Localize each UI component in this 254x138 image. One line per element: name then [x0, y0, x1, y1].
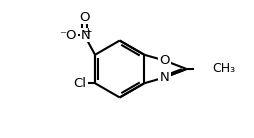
Text: N: N — [81, 29, 90, 42]
Text: O: O — [79, 10, 90, 24]
Text: CH₃: CH₃ — [212, 63, 235, 75]
Text: Cl: Cl — [73, 77, 86, 90]
Text: N: N — [160, 71, 169, 84]
Text: ⁻O: ⁻O — [59, 29, 77, 42]
Text: +: + — [84, 27, 92, 37]
Text: O: O — [159, 54, 170, 67]
